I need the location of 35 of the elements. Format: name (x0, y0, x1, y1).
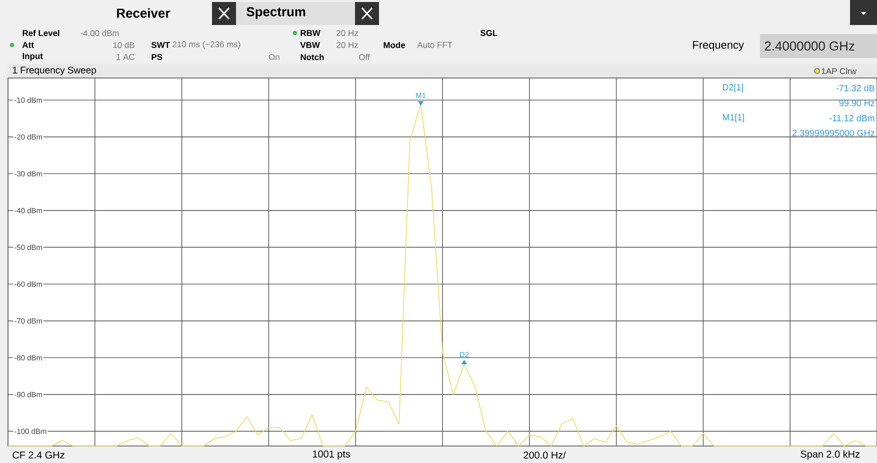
text: CF 2.4 GHz (12, 451, 64, 459)
chart-title: 1 Frequency Sweep (12, 66, 96, 76)
text: Auto FFT (417, 42, 452, 48)
text: Frequency (693, 41, 744, 51)
text: Notch (300, 54, 324, 60)
text: 210 ms (~236 ms) (172, 41, 240, 49)
text: Mode (384, 42, 406, 48)
annotation: 99.90 Hz (839, 100, 874, 106)
text: 20 Hz (336, 30, 358, 36)
text: Att (22, 42, 34, 48)
annotation: M1[1] (722, 114, 744, 122)
annotation: -11.12 dBm (830, 114, 874, 122)
text: Ref Level (22, 30, 60, 36)
text: Spectrum (246, 7, 306, 19)
text: 1001 pts (312, 450, 350, 460)
text: RBW (300, 30, 320, 36)
text: SWT (151, 42, 170, 48)
text: 200.0 Hz/ (524, 451, 566, 459)
text: On (268, 54, 280, 60)
text: Receiver (117, 8, 170, 18)
text: Span 2.0 kHz (800, 450, 860, 460)
annotation: -71.32 dB (836, 84, 874, 92)
text: PS (152, 54, 162, 60)
text: 2.4000000 GHz (764, 41, 854, 51)
text: SGL (480, 30, 498, 36)
text: VBW (300, 42, 320, 48)
text: 1 AC (116, 54, 134, 60)
text: 10 dB (113, 42, 134, 48)
text: 20 Hz (336, 42, 358, 48)
annotation: 2.39999995000 GHz (792, 130, 874, 136)
text: -4.00 dBm (80, 30, 119, 36)
annotation: D2[1] (722, 84, 744, 92)
text: Input (22, 53, 43, 61)
text: Off (359, 54, 370, 60)
legend-label: 1AP Clrw (822, 68, 857, 74)
